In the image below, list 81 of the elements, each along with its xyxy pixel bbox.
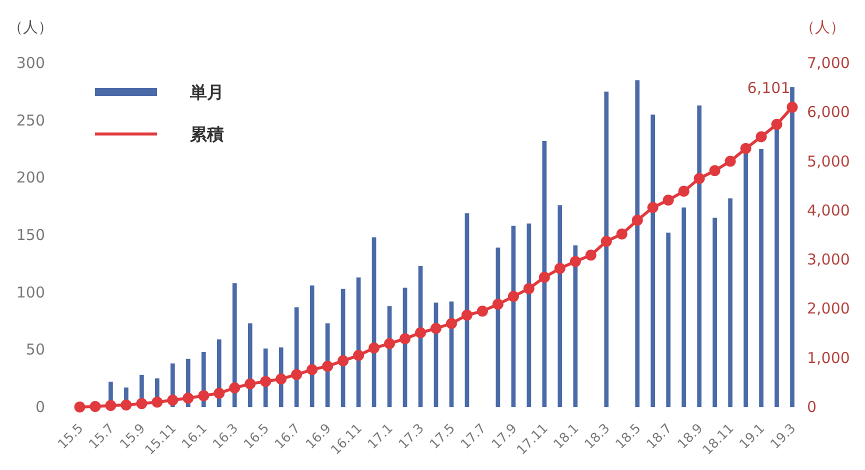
- point: [306, 364, 318, 376]
- y-tick-label: 50: [26, 340, 45, 359]
- point: [152, 396, 163, 408]
- point: [678, 186, 690, 197]
- bar: [712, 218, 717, 407]
- bar: [310, 285, 314, 407]
- point: [415, 327, 426, 338]
- point: [291, 369, 302, 380]
- bar: [682, 207, 686, 407]
- y-tick-label: 150: [16, 226, 45, 244]
- legend-label: 累積: [189, 125, 224, 145]
- y2-tick-label: 6,000: [807, 103, 850, 122]
- point: [105, 400, 116, 412]
- bar: [635, 80, 640, 407]
- point: [709, 165, 720, 176]
- point: [786, 102, 798, 113]
- point: [90, 401, 101, 412]
- point: [322, 360, 334, 372]
- bar: [697, 105, 702, 407]
- y2-tick-label: 1,000: [807, 348, 850, 367]
- point: [476, 306, 488, 317]
- point: [461, 310, 472, 321]
- bar: [666, 232, 671, 407]
- bar: [573, 245, 578, 407]
- point: [430, 322, 442, 334]
- y-tick-label: 200: [16, 168, 45, 187]
- point: [260, 376, 272, 387]
- point: [523, 283, 534, 294]
- point: [276, 373, 287, 384]
- point: [756, 131, 767, 142]
- y2-tick-label: 4,000: [807, 201, 850, 220]
- point: [694, 172, 705, 184]
- y2-axis-title: （人）: [800, 18, 845, 36]
- bar: [604, 92, 609, 407]
- point: [368, 342, 380, 354]
- y-tick-label: 100: [16, 283, 45, 302]
- y-tick-label: 300: [16, 54, 45, 72]
- point: [740, 143, 752, 154]
- point: [508, 290, 519, 302]
- y-tick-label: 250: [16, 111, 45, 130]
- point: [554, 262, 566, 274]
- point: [538, 272, 550, 283]
- point: [400, 333, 411, 344]
- legend-label: 単月: [189, 83, 224, 103]
- y-axis-title: （人）: [8, 18, 53, 36]
- bar: [650, 114, 656, 407]
- bar: [790, 87, 794, 407]
- bar: [558, 205, 562, 407]
- point: [632, 214, 643, 226]
- point: [353, 350, 364, 361]
- point: [384, 338, 396, 350]
- point: [214, 388, 225, 399]
- point: [600, 236, 612, 247]
- point: [616, 228, 628, 240]
- point: [492, 298, 504, 310]
- bar: [232, 283, 237, 407]
- y-tick-label: 0: [35, 398, 45, 416]
- y2-tick-label: 5,000: [807, 152, 850, 170]
- data-label: 6,101: [747, 79, 790, 98]
- point: [647, 202, 658, 213]
- bar: [759, 149, 764, 407]
- point: [167, 394, 178, 406]
- point: [585, 250, 596, 261]
- point: [198, 390, 210, 402]
- y2-tick-label: 3,000: [807, 250, 850, 269]
- bar: [728, 198, 732, 407]
- point: [771, 118, 782, 130]
- point: [244, 378, 256, 390]
- point: [182, 392, 194, 404]
- point: [570, 256, 581, 268]
- point: [662, 194, 674, 206]
- y2-tick-label: 7,000: [807, 54, 850, 72]
- point: [338, 355, 349, 366]
- point: [74, 402, 86, 412]
- point: [724, 156, 736, 167]
- point: [136, 398, 148, 410]
- y2-tick-label: 0: [807, 398, 817, 416]
- point: [229, 382, 240, 394]
- y2-tick-label: 2,000: [807, 300, 850, 318]
- point: [120, 400, 132, 411]
- point: [446, 318, 457, 329]
